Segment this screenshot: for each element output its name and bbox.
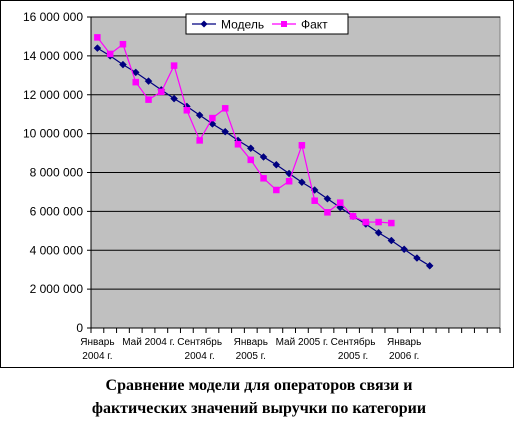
- data-point: [247, 156, 255, 164]
- legend-label: Факт: [301, 18, 328, 32]
- data-point: [336, 199, 344, 206]
- data-point: [183, 107, 191, 114]
- x-tick-label: Май 2005 г.: [276, 337, 329, 348]
- data-point: [246, 144, 255, 153]
- data-point: [323, 194, 332, 203]
- legend-label: Модель: [221, 18, 264, 32]
- caption-line-2: фактических значений выручки по категори…: [91, 400, 427, 417]
- x-tick-label: Январь 2006 г.: [387, 337, 421, 362]
- legend-marker: [281, 21, 287, 27]
- data-point: [170, 94, 178, 103]
- y-tick-label: 12 000 000: [23, 88, 83, 102]
- data-point: [298, 142, 306, 149]
- data-point: [119, 40, 127, 48]
- data-point: [93, 44, 102, 52]
- data-point: [132, 78, 139, 86]
- data-point: [195, 111, 204, 120]
- data-point: [131, 68, 140, 77]
- chart-caption: Сравнение модели для операторов связи и …: [0, 374, 518, 420]
- data-point: [106, 50, 114, 58]
- x-tick-label: Январь 2004 г.: [80, 337, 114, 362]
- x-tick-label: Январь 2005 г.: [234, 337, 268, 362]
- data-point: [144, 77, 153, 85]
- y-tick-label: 14 000 000: [23, 49, 83, 63]
- data-point: [413, 254, 421, 262]
- data-point: [400, 245, 408, 254]
- y-tick-label: 0: [76, 321, 83, 335]
- data-point: [375, 218, 382, 226]
- data-point: [362, 218, 370, 226]
- legend: Модель Факт: [185, 13, 349, 35]
- data-point: [311, 197, 318, 204]
- y-tick-label: 16 000 000: [23, 10, 83, 24]
- data-point: [196, 137, 203, 144]
- line-chart: 0 2 000 000 4 000 000 6 000 000 8 000 000 10 …: [23, 10, 501, 362]
- data-point: [349, 212, 357, 220]
- data-point: [158, 88, 165, 96]
- legend-marker: [200, 20, 208, 28]
- data-point: [209, 114, 216, 122]
- y-tick-label: 4 000 000: [30, 243, 84, 257]
- x-tick-label: Май 2004 г.: [122, 337, 175, 348]
- data-point: [221, 127, 230, 136]
- y-tick-label: 6 000 000: [30, 204, 84, 218]
- legend-box: [185, 13, 349, 35]
- data-point: [145, 96, 152, 103]
- data-point: [234, 141, 242, 148]
- data-point: [119, 60, 127, 69]
- data-point: [221, 105, 229, 112]
- data-point: [285, 177, 293, 185]
- data-point: [94, 34, 101, 41]
- data-point: [260, 175, 267, 182]
- data-point: [273, 186, 280, 194]
- data-point: [388, 219, 395, 227]
- data-point: [259, 153, 268, 161]
- x-tick-label: Сентябрь 2005 г.: [331, 336, 376, 362]
- data-point: [374, 228, 383, 237]
- data-point: [272, 160, 281, 169]
- data-point: [298, 178, 306, 187]
- data-point: [425, 261, 434, 270]
- data-point: [387, 236, 396, 245]
- x-tick-label: Сентябрь 2004 г.: [177, 336, 222, 362]
- caption-line-1: Сравнение модели для операторов связи и: [105, 377, 413, 394]
- y-tick-label: 10 000 000: [23, 127, 83, 141]
- y-tick-label: 8 000 000: [30, 166, 84, 180]
- data-point: [170, 62, 178, 69]
- y-tick-label: 2 000 000: [30, 282, 84, 296]
- data-point: [324, 209, 331, 216]
